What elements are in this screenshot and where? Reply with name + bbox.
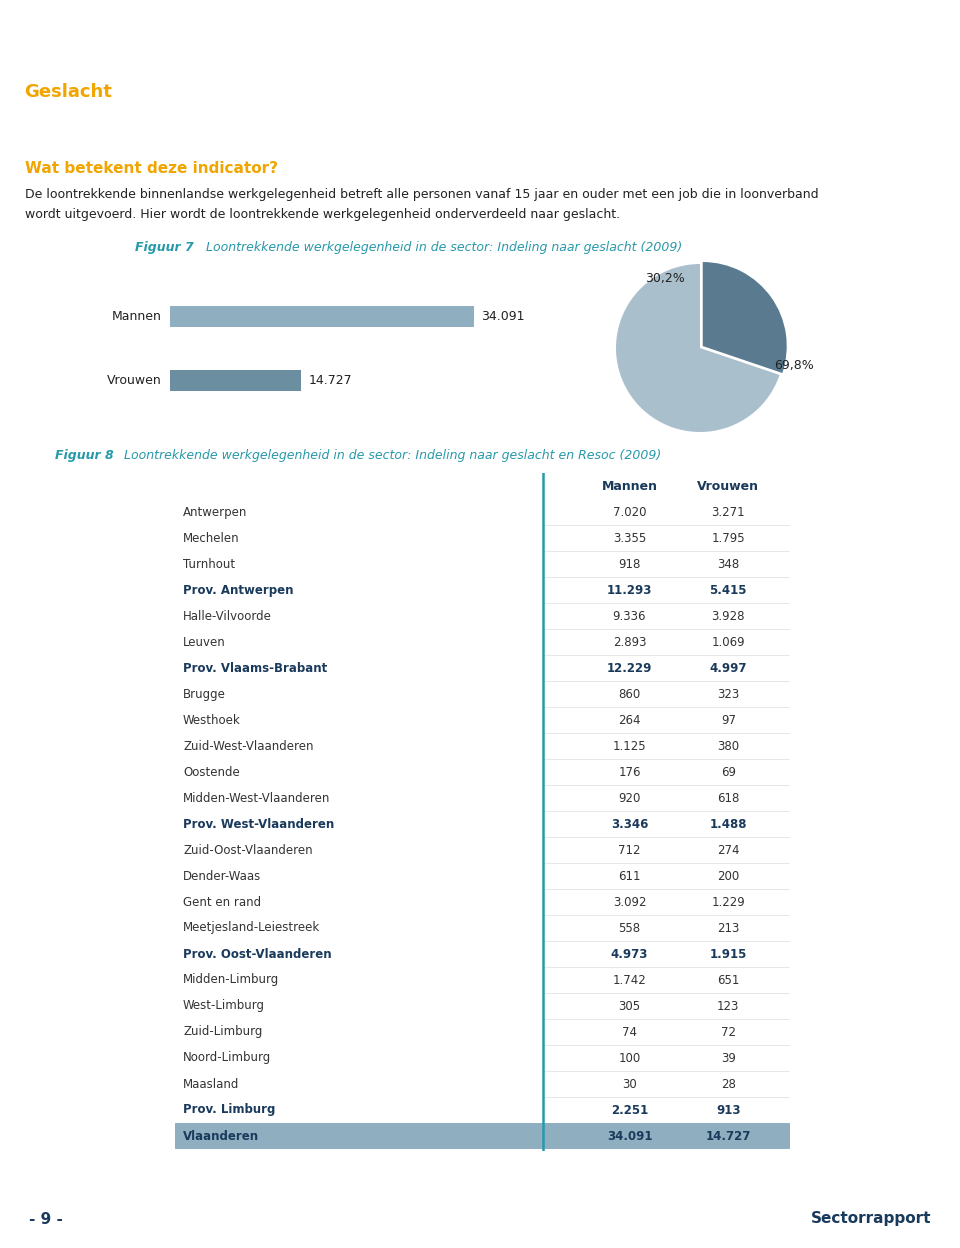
Text: 176: 176 <box>618 765 640 779</box>
Text: Figuur 7: Figuur 7 <box>135 241 194 255</box>
Text: Gent en rand: Gent en rand <box>183 896 261 909</box>
Text: Sectorrapport: Sectorrapport <box>810 1212 931 1227</box>
Text: 100: 100 <box>618 1052 640 1065</box>
Text: 1.125: 1.125 <box>612 740 646 753</box>
Text: 34.091: 34.091 <box>482 310 525 323</box>
Text: 611: 611 <box>618 870 640 882</box>
Text: 860: 860 <box>618 688 640 700</box>
Text: Midden-Limburg: Midden-Limburg <box>183 973 279 986</box>
Text: De loontrekkende binnenlandse werkgelegenheid betreft alle personen vanaf 15 jaa: De loontrekkende binnenlandse werkgelege… <box>25 188 819 201</box>
Text: LOONTREKKENDE WERKGELEGENHEID: LOONTREKKENDE WERKGELEGENHEID <box>25 32 470 52</box>
Text: 69: 69 <box>721 765 735 779</box>
Text: Vlaanderen: Vlaanderen <box>183 1129 259 1142</box>
Text: Zuid-Oost-Vlaanderen: Zuid-Oost-Vlaanderen <box>183 844 313 856</box>
Text: 920: 920 <box>618 791 640 805</box>
Text: Geslacht: Geslacht <box>25 82 112 101</box>
Bar <box>170 306 473 327</box>
Text: 123: 123 <box>717 1000 739 1012</box>
Text: Zuid-Limburg: Zuid-Limburg <box>183 1026 262 1038</box>
Text: 74: 74 <box>622 1026 636 1038</box>
Text: Turnhout: Turnhout <box>183 558 235 570</box>
Text: Brugge: Brugge <box>183 688 226 700</box>
Text: 274: 274 <box>717 844 739 856</box>
Text: 2.893: 2.893 <box>612 635 646 649</box>
Text: 348: 348 <box>717 558 739 570</box>
Text: 2.251: 2.251 <box>611 1103 648 1117</box>
Text: Prov. Oost-Vlaanderen: Prov. Oost-Vlaanderen <box>183 947 331 961</box>
Text: Prov. Limburg: Prov. Limburg <box>183 1103 276 1117</box>
Text: Prov. Vlaams-Brabant: Prov. Vlaams-Brabant <box>183 661 327 674</box>
Text: 3.355: 3.355 <box>612 532 646 544</box>
Text: 69,8%: 69,8% <box>774 359 814 372</box>
Bar <box>175 1123 790 1149</box>
Text: 712: 712 <box>618 844 640 856</box>
Text: 918: 918 <box>618 558 640 570</box>
Text: 14.727: 14.727 <box>706 1129 751 1142</box>
Text: 30,2%: 30,2% <box>645 272 684 286</box>
Text: Dender-Waas: Dender-Waas <box>183 870 261 882</box>
Text: 1.742: 1.742 <box>612 973 646 986</box>
Text: Zuid-West-Vlaanderen: Zuid-West-Vlaanderen <box>183 740 314 753</box>
Wedge shape <box>703 262 787 373</box>
Text: Midden-West-Vlaanderen: Midden-West-Vlaanderen <box>183 791 330 805</box>
Text: Figuur 8: Figuur 8 <box>55 449 113 462</box>
Text: 34.091: 34.091 <box>607 1129 652 1142</box>
Text: 72: 72 <box>721 1026 735 1038</box>
Text: 14.727: 14.727 <box>309 374 352 387</box>
Text: 30: 30 <box>622 1077 636 1091</box>
Text: 213: 213 <box>717 921 739 935</box>
Text: 1.229: 1.229 <box>711 896 745 909</box>
Wedge shape <box>616 265 780 432</box>
Text: Mannen: Mannen <box>602 479 658 493</box>
Text: 9.336: 9.336 <box>612 609 646 623</box>
Text: Prov. Antwerpen: Prov. Antwerpen <box>183 584 294 597</box>
Text: 5.415: 5.415 <box>709 584 747 597</box>
Text: Meetjesland-Leiestreek: Meetjesland-Leiestreek <box>183 921 321 935</box>
Text: 651: 651 <box>717 973 739 986</box>
Text: 11.293: 11.293 <box>607 584 652 597</box>
Text: West-Limburg: West-Limburg <box>183 1000 265 1012</box>
Text: 264: 264 <box>618 714 640 726</box>
Text: 558: 558 <box>618 921 640 935</box>
Text: wordt uitgevoerd. Hier wordt de loontrekkende werkgelegenheid onderverdeeld naar: wordt uitgevoerd. Hier wordt de loontrek… <box>25 208 620 221</box>
Text: 4.997: 4.997 <box>709 661 747 674</box>
Text: Westhoek: Westhoek <box>183 714 241 726</box>
Text: 380: 380 <box>717 740 739 753</box>
Text: Wat betekent deze indicator?: Wat betekent deze indicator? <box>25 161 278 176</box>
Text: 1.069: 1.069 <box>711 635 745 649</box>
Text: 618: 618 <box>717 791 739 805</box>
Text: 39: 39 <box>721 1052 735 1065</box>
Text: Noord-Limburg: Noord-Limburg <box>183 1052 272 1065</box>
Text: Mechelen: Mechelen <box>183 532 240 544</box>
Text: 200: 200 <box>717 870 739 882</box>
Text: Maasland: Maasland <box>183 1077 239 1091</box>
Text: 305: 305 <box>618 1000 640 1012</box>
Text: 7.020: 7.020 <box>612 505 646 518</box>
Text: Halle-Vilvoorde: Halle-Vilvoorde <box>183 609 272 623</box>
Text: 3.346: 3.346 <box>611 817 648 830</box>
Text: 28: 28 <box>721 1077 735 1091</box>
Text: Leuven: Leuven <box>183 635 226 649</box>
Text: Loontrekkende werkgelegenheid in de sector: Indeling naar geslacht (2009): Loontrekkende werkgelegenheid in de sect… <box>198 241 683 255</box>
Text: Antwerpen: Antwerpen <box>183 505 248 518</box>
Text: Prov. West-Vlaanderen: Prov. West-Vlaanderen <box>183 817 334 830</box>
Text: Vrouwen: Vrouwen <box>108 374 162 387</box>
Bar <box>170 371 301 391</box>
Text: 1.795: 1.795 <box>711 532 745 544</box>
Text: 3.092: 3.092 <box>612 896 646 909</box>
Text: Oostende: Oostende <box>183 765 240 779</box>
Text: Vrouwen: Vrouwen <box>697 479 759 493</box>
Text: 1.488: 1.488 <box>709 817 747 830</box>
Text: Mannen: Mannen <box>112 310 162 323</box>
Text: 913: 913 <box>716 1103 740 1117</box>
Text: 97: 97 <box>721 714 735 726</box>
Text: 3.928: 3.928 <box>711 609 745 623</box>
Text: - 9 -: - 9 - <box>29 1212 62 1227</box>
Text: 1.915: 1.915 <box>709 947 747 961</box>
Text: 323: 323 <box>717 688 739 700</box>
Text: 12.229: 12.229 <box>607 661 652 674</box>
Text: 4.973: 4.973 <box>611 947 648 961</box>
Text: Loontrekkende werkgelegenheid in de sector: Indeling naar geslacht en Resoc (200: Loontrekkende werkgelegenheid in de sect… <box>116 449 661 462</box>
Text: 3.271: 3.271 <box>711 505 745 518</box>
